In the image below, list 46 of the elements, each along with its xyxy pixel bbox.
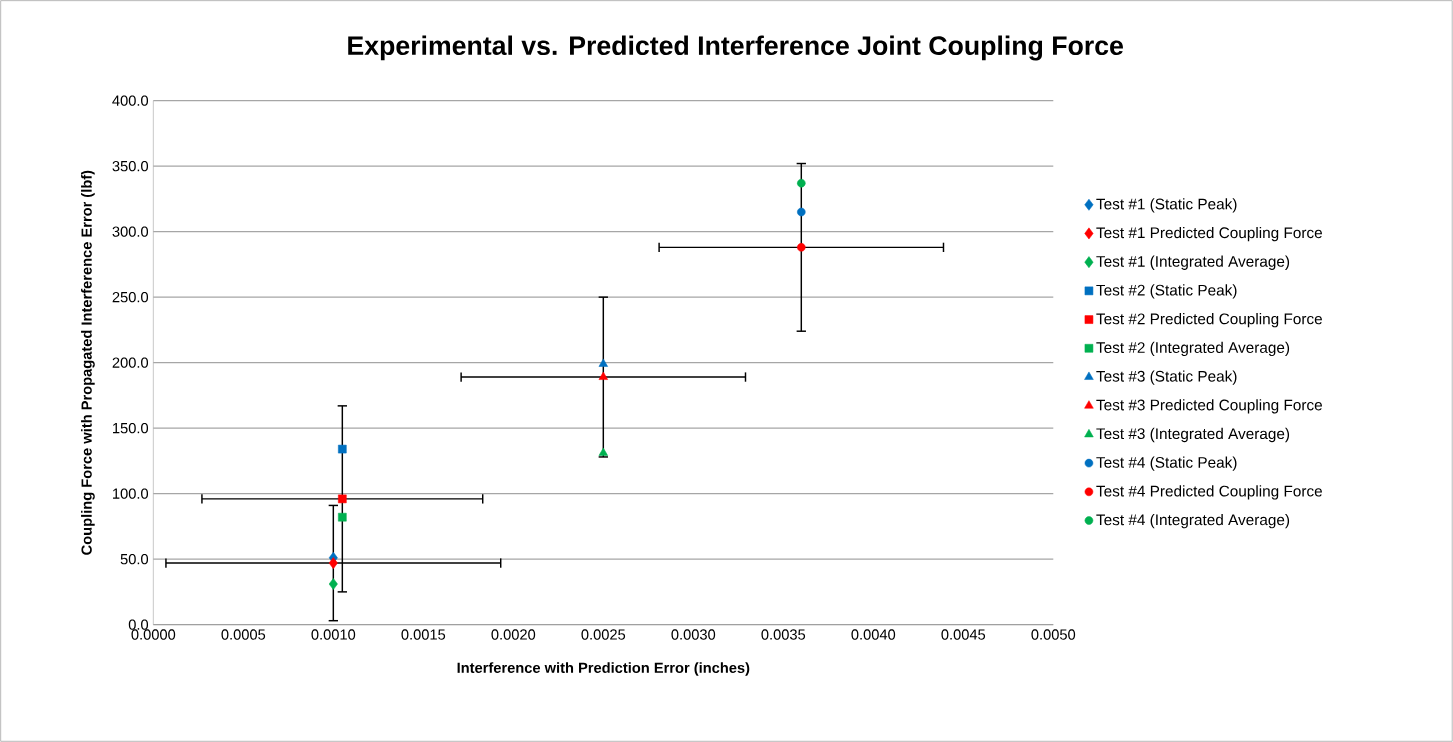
y-tick-label: 350.0 bbox=[112, 160, 149, 172]
point bbox=[797, 178, 806, 188]
x-tick-label: 0.0035 bbox=[761, 629, 806, 640]
y-tick-label: 200.0 bbox=[112, 357, 149, 368]
x-axis-title: Interference with Prediction Error (inches) bbox=[457, 662, 750, 676]
x-tick-label: 0.0040 bbox=[851, 629, 896, 640]
point bbox=[338, 512, 347, 522]
y-tick-label: 0.0 bbox=[128, 619, 149, 630]
legend-label: Test #1 Predicted Coupling Force bbox=[1096, 226, 1322, 242]
legend-label: Test #3 (Static Peak) bbox=[1096, 370, 1237, 385]
point bbox=[338, 494, 347, 504]
x-tick-label: 0.0015 bbox=[401, 629, 446, 640]
x-tick-label: 0.0050 bbox=[1031, 629, 1076, 640]
point bbox=[338, 444, 347, 454]
x-tick-label: 0.0020 bbox=[491, 629, 536, 640]
point bbox=[598, 447, 608, 456]
x-tick-label: 0.0005 bbox=[221, 629, 266, 640]
point bbox=[598, 371, 608, 380]
legend-label: Test #3 Predicted Coupling Force bbox=[1096, 399, 1322, 414]
legend-label: Test #2 Predicted Coupling Force bbox=[1096, 313, 1322, 328]
x-tick-label: 0.0045 bbox=[941, 629, 986, 640]
legend-label: Test #4 Predicted Coupling Force bbox=[1096, 485, 1322, 500]
legend-label: Test #3 (Integrated Average) bbox=[1096, 427, 1290, 443]
x-tick-label: 0.0025 bbox=[581, 629, 626, 640]
x-tick-label: 0.0030 bbox=[671, 629, 716, 640]
x-tick-label: 0.0000 bbox=[131, 629, 176, 640]
y-tick-label: 150.0 bbox=[113, 422, 149, 434]
legend-label: Test #2 (Static Peak) bbox=[1096, 284, 1237, 299]
y-tick-label: 100.0 bbox=[113, 488, 149, 499]
y-tick-label: 50.0 bbox=[120, 553, 149, 565]
y-axis-title: Coupling Force with Propagated Interference Error (lbf) bbox=[81, 170, 95, 555]
point bbox=[797, 207, 806, 217]
y-tick-label: 400.0 bbox=[112, 95, 149, 106]
point bbox=[328, 578, 338, 590]
point bbox=[328, 557, 338, 569]
y-tick-label: 250.0 bbox=[112, 291, 149, 303]
legend-label: Test #4 (Static Peak) bbox=[1096, 456, 1237, 471]
y-tick-label: 300.0 bbox=[112, 226, 149, 237]
point bbox=[598, 358, 608, 367]
x-tick-label: 0.0010 bbox=[311, 629, 356, 640]
chart-title: Experimental vs. Predicted Interference Joint Coupling Force bbox=[348, 35, 1123, 61]
point bbox=[797, 243, 806, 252]
legend-label: Test #4 (Integrated Average) bbox=[1096, 514, 1290, 529]
legend-label: Test #2 (Integrated Average) bbox=[1096, 341, 1290, 357]
legend-label: Test #1 (Integrated Average) bbox=[1096, 255, 1290, 270]
legend-label: Test #1 (Static Peak) bbox=[1096, 198, 1237, 213]
